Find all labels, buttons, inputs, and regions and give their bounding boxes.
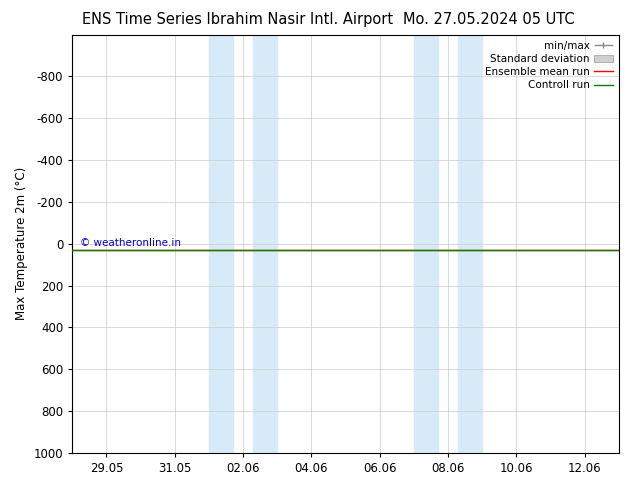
Bar — [414, 35, 438, 453]
Bar — [458, 35, 482, 453]
Bar — [254, 35, 277, 453]
Text: Mo. 27.05.2024 05 UTC: Mo. 27.05.2024 05 UTC — [403, 12, 574, 27]
Bar — [209, 35, 233, 453]
Legend: min/max, Standard deviation, Ensemble mean run, Controll run: min/max, Standard deviation, Ensemble me… — [481, 37, 617, 95]
Y-axis label: Max Temperature 2m (°C): Max Temperature 2m (°C) — [15, 167, 28, 320]
Text: © weatheronline.in: © weatheronline.in — [81, 238, 181, 248]
Text: ENS Time Series Ibrahim Nasir Intl. Airport: ENS Time Series Ibrahim Nasir Intl. Airp… — [82, 12, 394, 27]
